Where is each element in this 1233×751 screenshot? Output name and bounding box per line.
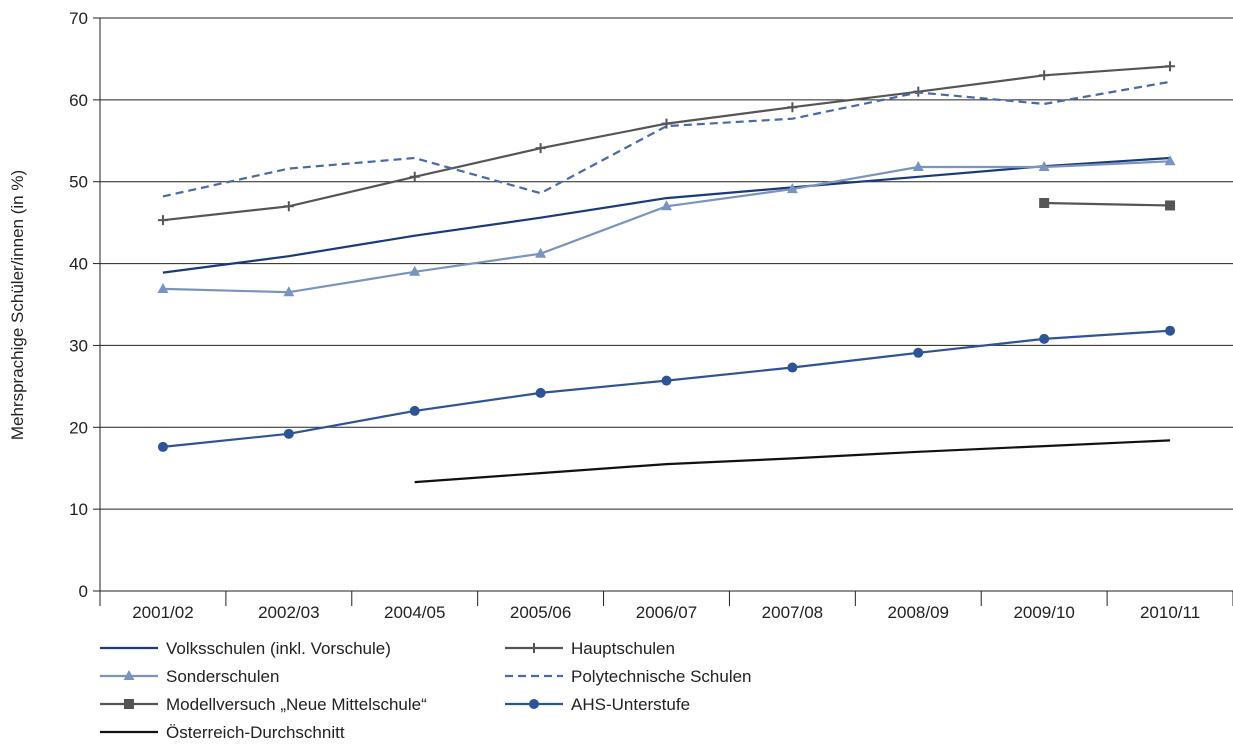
legend-item-3: Polytechnische Schulen <box>505 667 752 686</box>
x-tick-label: 2010/11 <box>1140 603 1200 622</box>
marker-circle <box>787 362 798 373</box>
marker-plus <box>661 118 672 129</box>
marker-plus <box>1039 70 1050 81</box>
y-tick-label: 40 <box>69 255 88 274</box>
legend-label: Hauptschulen <box>571 639 675 658</box>
legend: Volksschulen (inkl. Vorschule) Hauptschul… <box>100 639 752 742</box>
legend-item-2: Sonderschulen <box>100 667 279 686</box>
grid-lines <box>100 17 1233 510</box>
marker-triangle <box>661 200 672 211</box>
legend-label: Polytechnische Schulen <box>571 667 752 686</box>
series-line <box>1044 201 1171 207</box>
axes: 0 10 20 30 40 50 60 70 2001/02 2002/03 2004/05 2005… <box>69 9 1233 622</box>
x-tick-label: 2004/05 <box>384 603 445 622</box>
y-tick-label: 50 <box>69 173 88 192</box>
marker-circle <box>1165 325 1176 336</box>
legend-item-0: Volksschulen (inkl. Vorschule) <box>100 639 391 658</box>
marker-triangle <box>912 160 924 171</box>
x-tick-label: 2009/10 <box>1013 603 1074 622</box>
marker-triangle <box>123 670 135 680</box>
series-line <box>162 329 1171 448</box>
series-5 <box>157 325 1176 452</box>
legend-label: Modellversuch „Neue Mittelschule“ <box>166 695 427 714</box>
y-tick-label: 30 <box>69 336 88 355</box>
marker-square <box>1039 197 1050 208</box>
series-1 <box>157 61 1176 226</box>
y-tick-label: 60 <box>69 91 88 110</box>
marker-circle <box>661 375 672 386</box>
legend-label: Österreich-Durchschnitt <box>166 723 345 742</box>
marker-plus <box>283 201 294 212</box>
y-tick-label: 10 <box>69 500 88 519</box>
marker-plus <box>1165 61 1176 72</box>
legend-label: Volksschulen (inkl. Vorschule) <box>166 639 391 658</box>
marker-square <box>1165 200 1176 211</box>
series-4 <box>1039 197 1176 211</box>
marker-plus <box>157 215 168 226</box>
legend-item-1: Hauptschulen <box>505 639 675 658</box>
legend-item-4: Modellversuch „Neue Mittelschule“ <box>100 695 427 714</box>
series-line <box>414 439 1171 484</box>
legend-label: Sonderschulen <box>166 667 279 686</box>
series-line <box>162 160 1171 294</box>
marker-square <box>124 699 134 709</box>
marker-circle <box>913 347 924 358</box>
marker-triangle <box>409 265 421 276</box>
x-tick-label: 2005/06 <box>510 603 571 622</box>
marker-plus <box>787 102 798 113</box>
series-line <box>162 156 1171 274</box>
marker-circle <box>157 441 168 452</box>
marker-plus <box>529 643 539 653</box>
marker-circle <box>409 405 420 416</box>
y-tick-label: 20 <box>69 418 88 437</box>
marker-circle <box>529 699 539 709</box>
marker-triangle <box>283 286 295 297</box>
legend-item-5: AHS-Unterstufe <box>505 695 690 714</box>
marker-triangle <box>1164 155 1176 166</box>
series-line <box>162 80 1171 198</box>
series-2 <box>157 155 1176 297</box>
series-3 <box>162 80 1171 198</box>
series-0 <box>162 156 1171 274</box>
marker-triangle <box>786 183 798 194</box>
legend-label: AHS-Unterstufe <box>571 695 690 714</box>
y-tick-label: 70 <box>69 9 88 28</box>
marker-triangle <box>157 282 169 293</box>
x-tick-label: 2006/07 <box>636 603 697 622</box>
marker-plus <box>535 143 546 154</box>
x-tick-label: 2008/09 <box>888 603 949 622</box>
series-6 <box>414 439 1171 484</box>
x-tick-label: 2007/08 <box>762 603 823 622</box>
y-axis-title: Mehrsprachige Schüler/innen (in %) <box>8 170 27 440</box>
marker-circle <box>1039 333 1050 344</box>
series-group <box>157 61 1176 484</box>
x-tick-label: 2001/02 <box>132 603 193 622</box>
legend-item-6: Österreich-Durchschnitt <box>100 723 345 742</box>
marker-circle <box>283 428 294 439</box>
y-tick-label: 0 <box>79 582 88 601</box>
marker-circle <box>535 387 546 398</box>
marker-plus <box>409 171 420 182</box>
marker-triangle <box>1038 160 1050 171</box>
x-tick-label: 2002/03 <box>258 603 319 622</box>
marker-triangle <box>535 247 547 258</box>
